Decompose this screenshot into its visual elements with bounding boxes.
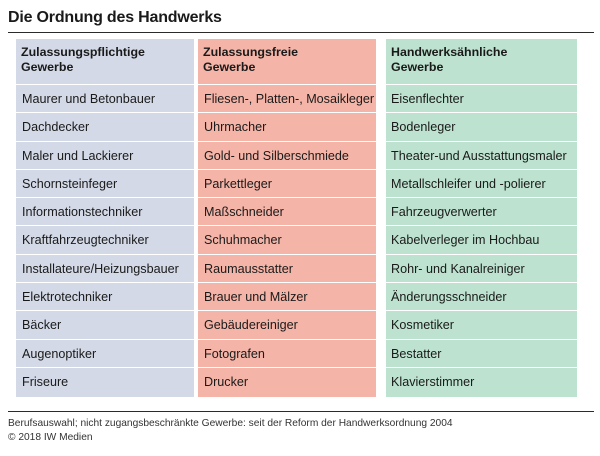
list-item: Informationstechniker	[16, 197, 194, 225]
list-item: Bäcker	[16, 310, 194, 338]
list-item: Maler und Lackierer	[16, 140, 194, 169]
list-item: Friseure	[16, 366, 194, 395]
list-item: Brauer und Mälzer	[198, 282, 376, 310]
copyright: © 2018 IW Medien	[8, 432, 93, 443]
column-zulassungspflichtig: Zulassungspflichtige Gewerbe Maurer und …	[16, 39, 194, 397]
list-item: Uhrmacher	[198, 112, 376, 140]
list-item: Klavierstimmer	[386, 366, 577, 395]
list-item: Schornsteinfeger	[16, 168, 194, 197]
list-item: Bestatter	[386, 338, 577, 367]
list-item: Rohr- und Kanalreiniger	[386, 253, 577, 282]
bottom-divider	[8, 411, 594, 412]
page-title: Die Ordnung des Handwerks	[8, 9, 222, 26]
list-item: Eisenflechter	[386, 84, 577, 112]
list-item: Fotografen	[198, 338, 376, 367]
list-item: Drucker	[198, 366, 376, 395]
column-header-line-2: Gewerbe	[21, 60, 74, 74]
list-item: Maßschneider	[198, 197, 376, 225]
list-item: Elektrotechniker	[16, 282, 194, 310]
list-item: Kabelverleger im Hochbau	[386, 225, 577, 253]
list-item: Installateure/Heizungsbauer	[16, 253, 194, 282]
list-item: Augenoptiker	[16, 338, 194, 367]
column-header-line-1: Zulassungspflichtige	[21, 45, 145, 59]
list-item: Parkettleger	[198, 168, 376, 197]
list-item: Kosmetiker	[386, 310, 577, 338]
list-item: Fahrzeugverwerter	[386, 197, 577, 225]
list-item: Bodenleger	[386, 112, 577, 140]
column-list: Fliesen-, Platten-, Mosaikleger Uhrmacher…	[198, 84, 376, 395]
list-item: Änderungsschneider	[386, 282, 577, 310]
column-zulassungsfrei: Zulassungsfreie Gewerbe Fliesen-, Platte…	[198, 39, 376, 397]
list-item: Schuhmacher	[198, 225, 376, 253]
column-header-line-1: Handwerksähnliche	[391, 45, 508, 59]
list-item: Fliesen-, Platten-, Mosaikleger	[198, 84, 376, 112]
list-item: Kraftfahrzeugtechniker	[16, 225, 194, 253]
list-item: Gebäudereiniger	[198, 310, 376, 338]
footer: Berufsauswahl; nicht zugangsbeschränkte …	[8, 417, 453, 445]
column-header-line-2: Gewerbe	[203, 60, 256, 74]
column-list: Eisenflechter Bodenleger Theater-und Ausst…	[386, 84, 577, 395]
column-handwerksaehnlich: Handwerksähnliche Gewerbe Eisenflechter B…	[386, 39, 577, 397]
column-header-line-1: Zulassungsfreie	[203, 45, 299, 59]
list-item: Raumausstatter	[198, 253, 376, 282]
list-item: Dachdecker	[16, 112, 194, 140]
list-item: Maurer und Betonbauer	[16, 84, 194, 112]
source-note: Berufsauswahl; nicht zugangsbeschränkte …	[8, 418, 453, 429]
column-header: Handwerksähnliche Gewerbe	[391, 45, 561, 75]
list-item: Theater-und Ausstattungsmaler	[386, 140, 577, 169]
list-item: Gold- und Silberschmiede	[198, 140, 376, 169]
column-header-line-2: Gewerbe	[391, 60, 444, 74]
column-list: Maurer und Betonbauer Dachdecker Maler und…	[16, 84, 194, 395]
column-header: Zulassungspflichtige Gewerbe	[21, 45, 191, 75]
top-divider	[8, 32, 594, 33]
list-item: Metallschleifer und -polierer	[386, 168, 577, 197]
column-header: Zulassungsfreie Gewerbe	[203, 45, 373, 75]
